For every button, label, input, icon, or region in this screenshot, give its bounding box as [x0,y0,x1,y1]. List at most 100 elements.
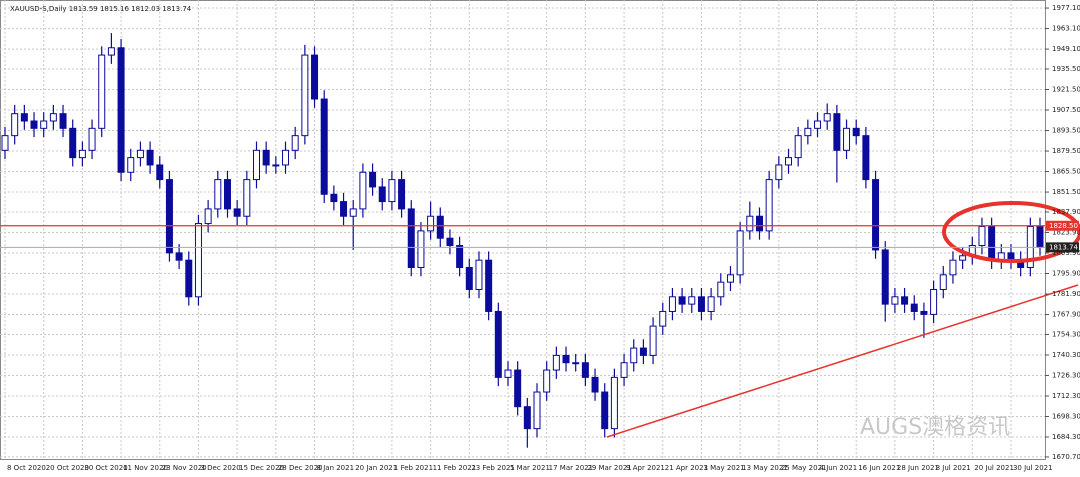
candle-body [872,179,880,251]
highlight-ellipse [942,201,1080,263]
candle-body [939,274,947,290]
candle-body [223,179,231,210]
candle-body [340,201,348,217]
candle-body [930,288,938,315]
candle-body [804,127,812,137]
candle-body [427,215,435,232]
candle-body [630,347,638,364]
candle-body [949,259,957,276]
x-tick-label: 16 Jun 2021 [858,464,900,472]
candle-body [910,303,918,312]
y-tick-label: 1809.90 [1052,249,1080,257]
candle-body [543,369,551,393]
candle-body [881,249,889,305]
candle-body [330,193,338,203]
y-tick-label: 1879.50 [1052,147,1080,155]
x-tick-label: 28 Jun 2021 [897,464,939,472]
x-tick-label: 17 Mar 2021 [549,464,593,472]
candle-body [20,113,28,122]
candle-body [69,127,77,159]
candle-body [156,164,164,181]
candle-body [814,120,822,129]
candle-body [755,215,763,232]
x-tick-label: 23 Nov 2020 [162,464,207,472]
candle-body [572,362,580,365]
hline-label-box [1046,220,1079,231]
x-tick-label: 30 Oct 2020 [84,464,127,472]
last-price-label: 1813.74 [1049,243,1078,251]
candle-body [78,149,86,159]
candle-body [436,215,444,239]
candle-body [398,179,406,210]
candle-body [214,179,222,210]
candle-body [891,296,899,305]
x-tick-label: 5 Mar 2021 [510,464,550,472]
candle-body [659,310,667,327]
x-tick-label: 8 Oct 2020 [7,464,46,472]
candle-body [291,135,299,151]
candle-body [610,376,618,430]
candle-body [668,296,676,312]
candle-body [988,225,996,261]
candle-body [475,259,483,290]
x-tick-label: 8 Jul 2021 [936,464,971,472]
candle-body [523,406,531,430]
watermark: AUGS澳格资讯 [860,415,1010,440]
y-tick-label: 1781.90 [1052,290,1080,298]
x-tick-label: 30 Jul 2021 [1013,464,1053,472]
candle-body [678,296,686,305]
candle-body [204,208,212,225]
candle-body [40,120,48,129]
candle-body [446,237,454,247]
trend-line [606,284,1079,438]
candle-body [688,296,696,305]
x-tick-label: 20 Jan 2021 [355,464,397,472]
y-tick-label: 1670.70 [1052,453,1080,461]
x-tick-label: 15 Dec 2020 [239,464,284,472]
candle-body [552,354,560,371]
candle-body [514,369,522,408]
y-tick-label: 1893.50 [1052,127,1080,135]
candle-body [717,281,725,298]
candle-body [494,310,502,378]
candle-body [117,47,125,173]
candle-body [726,274,734,283]
candle-body [30,120,38,129]
candle-body [639,347,647,356]
candle-body [282,149,290,166]
candle-body [301,54,309,137]
y-tick-label: 1684.30 [1052,433,1080,441]
y-tick-label: 1977.10 [1052,4,1080,12]
x-tick-label: 1 Feb 2021 [394,464,433,472]
candle-body [311,54,319,100]
y-tick-label: 1767.90 [1052,311,1080,319]
y-tick-label: 1712.30 [1052,392,1080,400]
candle-body [707,296,715,312]
candle-body [581,362,589,378]
candle-body [185,259,193,298]
candle-body [920,310,928,315]
candle-body [407,208,415,269]
y-tick-label: 1865.50 [1052,168,1080,176]
chart-title: XAUUSD-S,Daily 1813.59 1815.16 1812.03 1… [10,5,192,13]
y-tick-label: 1726.30 [1052,371,1080,379]
candle-body [233,208,241,217]
candle-body [1036,225,1044,248]
y-tick-label: 1698.30 [1052,412,1080,420]
candle-body [262,149,270,166]
candle-body [785,157,793,166]
y-tick-label: 1795.90 [1052,270,1080,278]
candle-body [601,391,609,430]
hline-label: 1828.50 [1049,222,1078,230]
candle-body [359,171,367,210]
x-tick-label: 29 Mar 2021 [587,464,631,472]
candle-body [775,164,783,181]
x-tick-label: 21 Apr 2021 [665,464,708,472]
x-tick-label: 8 Jan 2021 [317,464,355,472]
candle-body [11,113,19,137]
candle-body [504,369,512,378]
x-tick-label: 13 May 2021 [742,464,788,472]
candle-body [649,325,657,356]
